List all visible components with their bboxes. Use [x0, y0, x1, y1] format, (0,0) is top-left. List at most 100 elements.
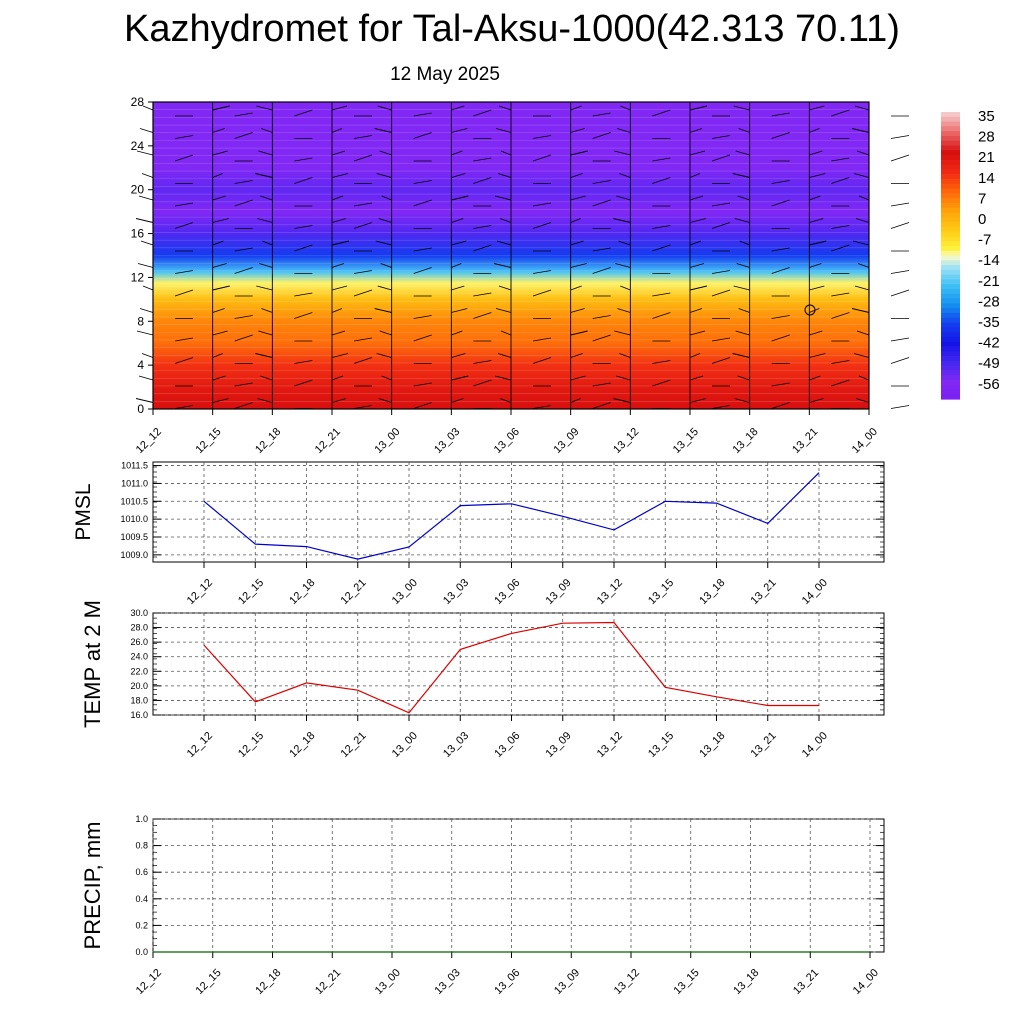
wind-barb	[570, 218, 581, 223]
wind-barb	[652, 244, 671, 252]
wind-barb	[831, 244, 850, 252]
wind-barb	[234, 267, 253, 274]
wind-barb	[734, 398, 750, 403]
y-tick-label: 24.0	[130, 652, 148, 662]
wind-barb	[212, 375, 226, 381]
y-tick-label: 8	[137, 314, 144, 328]
wind-barb	[853, 173, 870, 178]
wind-barb	[212, 398, 229, 403]
wind-barb	[857, 263, 870, 268]
wind-barb	[174, 154, 194, 162]
x-tick-label: 14_00	[800, 730, 830, 760]
wind-barb	[381, 195, 392, 201]
colorbar-band	[941, 317, 960, 324]
wind-barb	[809, 218, 824, 223]
wind-barb	[532, 270, 552, 274]
wind-barb	[174, 202, 194, 207]
colorbar-label: 7	[978, 190, 986, 207]
colorbar-band	[941, 389, 960, 395]
colorbar-band	[941, 202, 960, 209]
wind-barb	[473, 379, 492, 387]
x-tick-label: 13_00	[372, 426, 402, 456]
wind-barb	[532, 357, 552, 364]
wind-barb	[890, 270, 910, 274]
colorbar-band	[941, 269, 960, 276]
wind-barb	[736, 263, 750, 268]
wind-barb	[613, 218, 631, 223]
wind-barb	[261, 308, 273, 313]
wind-barb	[212, 218, 229, 223]
x-tick-label: 12_18	[253, 426, 283, 456]
wind-barb	[771, 267, 790, 274]
x-tick-label: 13_12	[612, 967, 642, 997]
colorbar-band	[941, 332, 960, 338]
wind-barb	[353, 135, 373, 139]
wind-barb	[451, 353, 466, 358]
wind-barb	[831, 379, 850, 387]
wind-barb	[473, 360, 492, 364]
wind-barb	[592, 315, 611, 319]
x-tick-label: 12_12	[134, 426, 164, 456]
y-tick-label: 20	[131, 183, 145, 197]
wind-barb	[376, 173, 392, 178]
x-tick-label: 13_03	[441, 730, 471, 760]
x-tick-label: 12_12	[185, 577, 215, 607]
wind-barb	[135, 398, 154, 403]
wind-barb	[497, 173, 512, 178]
wind-barb	[135, 218, 154, 223]
wind-barb	[652, 312, 671, 319]
colorbar-band	[941, 245, 960, 252]
wind-barb	[255, 173, 273, 178]
wind-barb	[451, 398, 464, 403]
colorbar-band	[941, 207, 960, 214]
chart-date: 12 May 2025	[390, 64, 500, 85]
wind-barb	[831, 312, 850, 319]
wind-barb	[498, 105, 512, 111]
wind-barb	[890, 135, 910, 139]
wind-barb	[353, 337, 373, 342]
wind-barb	[592, 199, 611, 207]
wind-barb	[737, 195, 750, 201]
wind-barb	[137, 263, 154, 268]
x-tick-label: 13_18	[730, 426, 760, 456]
colorbar-band	[941, 193, 960, 199]
wind-barb	[212, 150, 228, 156]
wind-barb	[592, 180, 611, 184]
wind-barb	[570, 330, 588, 336]
wind-barb	[619, 353, 631, 358]
wind-barb	[174, 337, 194, 342]
wind-barb	[856, 150, 870, 156]
wind-barb	[294, 312, 313, 319]
wind-barb	[257, 398, 273, 403]
wind-barb	[212, 105, 230, 111]
wind-barb	[592, 334, 611, 342]
colorbar-label: -21	[978, 273, 1000, 290]
x-tick-label: 13_18	[697, 577, 727, 607]
colorbar-band	[941, 365, 960, 371]
wind-barb	[620, 105, 631, 111]
wind-barb	[570, 195, 586, 201]
wind-barb	[858, 375, 870, 381]
calm-wind-marker	[804, 304, 816, 316]
x-tick-label: 13_03	[433, 967, 463, 997]
colorbar-band	[941, 178, 960, 185]
y-tick-label: 22.0	[130, 666, 148, 676]
wind-barb	[331, 330, 346, 336]
x-tick-label: 13_15	[646, 577, 676, 607]
wind-barb	[234, 402, 253, 409]
wind-barb	[138, 375, 154, 381]
wind-barb	[831, 177, 850, 184]
wind-barb	[294, 225, 313, 229]
y-tick-label: 1011.5	[121, 461, 148, 471]
wind-barb	[473, 312, 492, 319]
wind-barb	[689, 218, 707, 223]
wind-barb	[212, 128, 225, 133]
wind-barb	[652, 109, 671, 117]
wind-barb	[141, 173, 154, 178]
wind-barb	[858, 195, 870, 201]
wind-barb	[689, 195, 704, 201]
colorbar-band	[941, 312, 960, 319]
colorbar-band	[941, 183, 960, 190]
wind-barb	[379, 150, 392, 156]
y-tick-label: 0.6	[135, 867, 148, 877]
